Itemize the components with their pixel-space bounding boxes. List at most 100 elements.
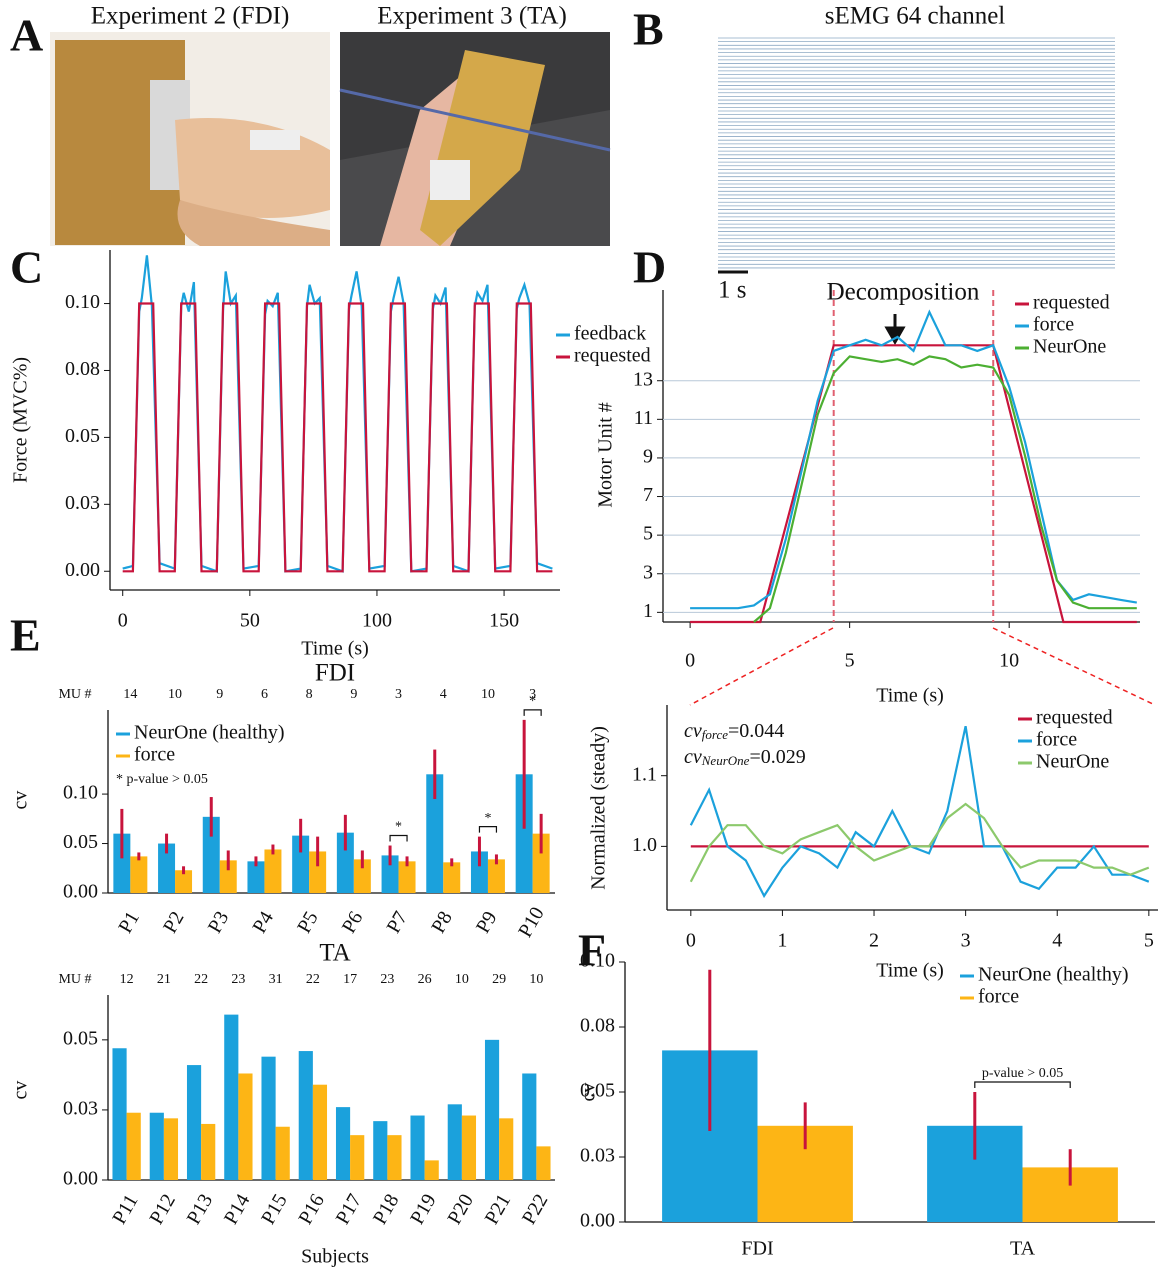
legend-label: requested	[1036, 707, 1113, 729]
y-tick-label: 5	[643, 523, 653, 545]
legend-label: requested	[574, 345, 651, 367]
mu-count: 22	[306, 972, 320, 987]
x-tick-label: P5	[293, 908, 323, 937]
bar	[264, 849, 282, 893]
mu-count: 6	[261, 687, 268, 702]
annotation-part: force	[702, 727, 728, 742]
y-axis-label: Normalized (steady)	[588, 726, 610, 890]
legend-label: NeurOne	[1033, 336, 1106, 358]
x-axis-label: Time (s)	[876, 960, 944, 982]
bar	[373, 1121, 388, 1180]
annotation-part: cv	[684, 720, 702, 742]
mu-count: 14	[123, 687, 137, 702]
panel-label: E	[10, 610, 41, 661]
legend-label: NeurOne (healthy)	[978, 964, 1129, 986]
bar	[158, 843, 176, 893]
bar	[447, 1104, 462, 1180]
panel-label: A	[10, 10, 43, 61]
legend-note: * p-value > 0.05	[116, 772, 208, 787]
bar	[130, 856, 148, 893]
mu-count: 23	[231, 972, 245, 987]
mu-count: 10	[168, 687, 182, 702]
mu-label: MU #	[58, 972, 91, 987]
bar	[484, 1039, 500, 1180]
bar	[387, 1135, 402, 1180]
panel-title: Experiment 2 (FDI)	[91, 3, 290, 30]
x-tick-label: P4	[248, 908, 278, 937]
bar	[112, 1048, 127, 1180]
x-tick-label: P18	[369, 1190, 404, 1228]
mu-count: 12	[120, 972, 134, 987]
series-line	[689, 802, 1150, 883]
y-axis-label: Force (MVC%)	[10, 357, 32, 483]
annotation-part: =0.029	[749, 746, 805, 768]
bar	[515, 774, 533, 893]
bar	[426, 774, 444, 893]
bar	[312, 1084, 328, 1180]
x-tick-label: 50	[240, 610, 260, 632]
chart-title: TA	[319, 940, 350, 967]
mu-count: 8	[306, 687, 313, 702]
mu-count: 3	[529, 687, 536, 702]
y-tick-label: 0.03	[65, 492, 100, 514]
y-axis-label: cv	[578, 1083, 600, 1102]
mu-count: 10	[481, 687, 495, 702]
y-tick-label: 3	[643, 561, 653, 583]
x-tick-label: P11	[108, 1191, 142, 1228]
mu-count: 31	[269, 972, 283, 987]
x-tick-label: 100	[362, 610, 392, 632]
legend-label: force	[978, 986, 1019, 1008]
y-tick-label: 0.00	[580, 1210, 615, 1232]
mu-count: 9	[350, 687, 357, 702]
legend-label: force	[1033, 314, 1074, 336]
mu-count: 3	[395, 687, 402, 702]
x-tick-label: 3	[961, 930, 971, 952]
panel-label: B	[633, 4, 664, 55]
bar	[238, 1073, 253, 1180]
y-tick-label: 0.05	[65, 425, 100, 447]
bar	[163, 1118, 179, 1180]
series-line	[122, 302, 553, 573]
annotation-part: cv	[684, 746, 702, 768]
bar	[309, 851, 327, 893]
mu-count: 9	[216, 687, 223, 702]
x-tick-label: 4	[1052, 930, 1062, 952]
significance-label: *	[484, 811, 491, 826]
bar	[149, 1112, 164, 1180]
x-tick-label: P14	[220, 1190, 255, 1228]
bar	[398, 861, 416, 893]
x-tick-label: P20	[443, 1190, 478, 1228]
illustration-fdi	[50, 32, 330, 246]
bar	[461, 1115, 477, 1180]
y-tick-label: 0.03	[63, 1098, 98, 1120]
chart-title: Decomposition	[827, 279, 980, 306]
y-tick-label: 9	[643, 446, 653, 468]
bar	[201, 1123, 216, 1180]
annotation: cvforce=0.044	[684, 720, 784, 742]
x-tick-label: FDI	[741, 1238, 773, 1260]
bar	[275, 1126, 290, 1180]
y-tick-label: 0.05	[63, 1027, 98, 1049]
x-tick-label: 150	[489, 610, 519, 632]
bar	[522, 1073, 537, 1180]
y-tick-label: 7	[643, 484, 653, 506]
y-tick-label: 1	[643, 600, 653, 622]
x-tick-label: 5	[845, 650, 855, 672]
legend-label: NeurOne	[1036, 751, 1109, 773]
mu-count: 22	[194, 972, 208, 987]
bar	[335, 1107, 351, 1180]
mu-count: 17	[343, 972, 357, 987]
mu-count: 29	[492, 972, 506, 987]
emg-raster	[718, 37, 1115, 269]
x-tick-label: 0	[685, 650, 695, 672]
bar	[126, 1112, 141, 1180]
significance-bracket	[478, 826, 498, 833]
y-tick-label: 0.10	[63, 782, 98, 804]
x-tick-label: P22	[518, 1190, 553, 1228]
mu-count: 23	[380, 972, 394, 987]
bar	[298, 1051, 313, 1180]
bar	[113, 833, 131, 893]
bar	[424, 1160, 439, 1180]
bar	[224, 1014, 239, 1180]
